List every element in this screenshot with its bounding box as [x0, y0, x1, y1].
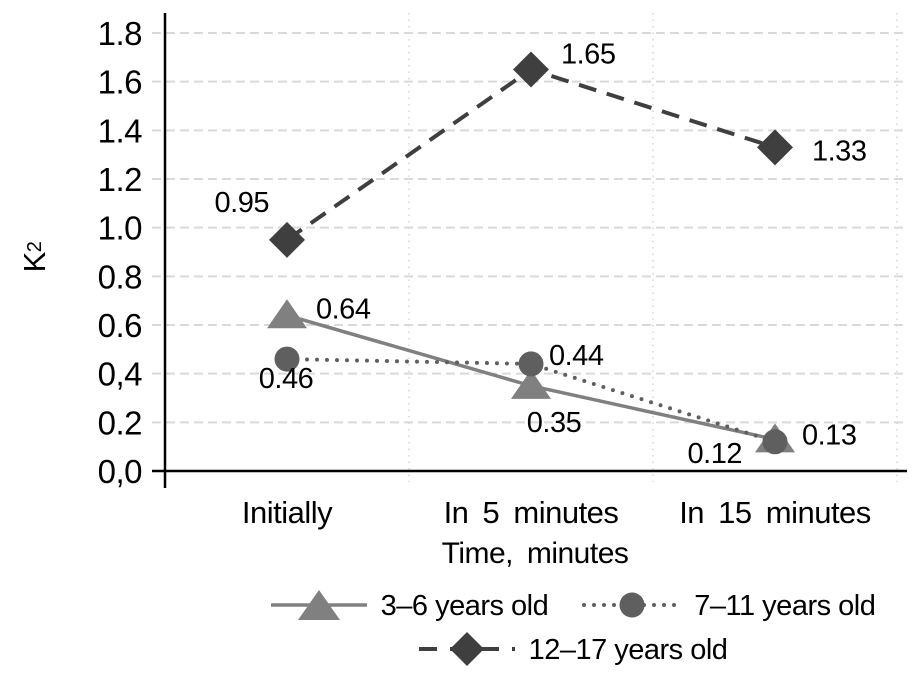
data-label: 1.33 — [812, 135, 866, 167]
data-label: 1.65 — [561, 39, 615, 71]
legend-item-7-11: 7–11 years old — [582, 588, 876, 624]
data-label: 0.35 — [527, 407, 581, 439]
triangle-legend-glyph — [270, 590, 367, 620]
circle-marker — [762, 429, 788, 455]
diamond-marker — [449, 632, 484, 666]
diamond-legend-glyph — [418, 632, 515, 666]
y-tick-label: 1.4 — [98, 112, 143, 149]
y-tick-label: 1.2 — [98, 161, 142, 198]
series-line-dotted — [285, 357, 777, 444]
triangle-marker — [511, 369, 551, 399]
y-tick-label: 0,4 — [98, 356, 143, 393]
diamond-marker — [513, 51, 549, 88]
legend-item-12-17: 12–17 years old — [417, 632, 728, 668]
y-tick-label: 1.0 — [98, 210, 143, 247]
series-line-dashed — [285, 67, 776, 242]
x-category-label: Initially — [242, 495, 333, 530]
y-tick-label: 0.6 — [98, 307, 142, 344]
circle-marker — [619, 592, 645, 618]
y-tick-label: 0.2 — [98, 404, 142, 441]
legend-label: 12–17 years old — [528, 633, 728, 666]
circle-marker — [518, 351, 544, 377]
y-tick-label: 0,0 — [98, 453, 143, 490]
data-label: 0.44 — [549, 340, 604, 372]
triangle-marker — [267, 299, 307, 329]
legend-label: 3–6 years old — [380, 589, 549, 622]
y-tick-label: 1.8 — [98, 15, 142, 52]
data-label: 0.46 — [259, 363, 313, 395]
legend-row: 12–17 years old — [417, 632, 728, 668]
diamond-dashed-line-icon — [417, 632, 517, 668]
legend-label: 7–11 years old — [694, 589, 876, 622]
circle-dotted-line-icon — [582, 588, 683, 624]
data-label: 0.95 — [215, 187, 269, 219]
circle-marker — [274, 346, 300, 372]
y-axis-title-base: K — [17, 252, 52, 273]
triangle-marker — [297, 590, 340, 620]
triangle-solid-line-icon — [269, 588, 369, 624]
legend-row: 3–6 years old 7–11 years old — [269, 588, 876, 624]
x-category-label: In 5 minutes — [444, 495, 619, 530]
data-label: 0.12 — [688, 438, 742, 470]
diamond-marker — [269, 221, 305, 258]
y-tick-label: 0.8 — [98, 258, 142, 295]
circle-legend-glyph — [582, 592, 683, 618]
legend: 3–6 years old 7–11 years old 12–17 years… — [227, 588, 917, 668]
data-label: 0.64 — [316, 293, 371, 325]
legend-item-3-6: 3–6 years old — [269, 588, 549, 624]
x-category-label: In 15 minutes — [679, 495, 871, 530]
x-axis-title: Time, minutes — [441, 537, 629, 570]
data-label: 0.13 — [802, 419, 856, 451]
y-tick-label: 1.6 — [98, 64, 142, 101]
diamond-marker — [757, 129, 793, 166]
